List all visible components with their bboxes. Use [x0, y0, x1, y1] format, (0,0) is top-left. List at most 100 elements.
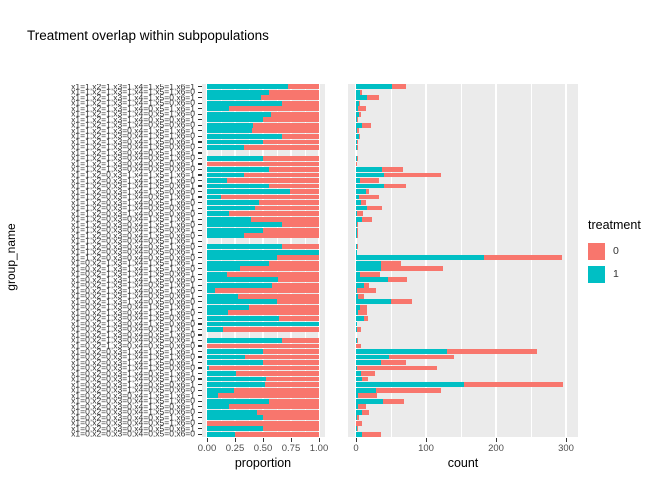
bar-treatment-1 [207, 415, 263, 421]
y-axis-label: x1=0,x2=0,x3=0,x4=0,x5=1,x6=1 [71, 412, 195, 423]
y-axis-label: x1=0,x2=0,x3=1,x4=0,x5=0,x6=0 [71, 384, 195, 395]
y-axis-tick [198, 345, 202, 347]
bar-treatment-0 [356, 420, 363, 426]
x-axis-tick [235, 438, 237, 442]
bar-treatment-1 [356, 409, 362, 415]
bar-treatment-0 [381, 167, 403, 172]
bar-treatment-1 [356, 244, 358, 250]
bar-treatment-1 [356, 133, 359, 139]
bar-treatment-0 [367, 95, 380, 101]
bar-treatment-0 [358, 293, 364, 299]
bar-treatment-0 [381, 266, 443, 272]
bar-treatment-1 [207, 106, 230, 112]
y-axis-label: x1=0,x2=1,x3=0,x4=1,x5=1,x6=1 [71, 301, 195, 312]
bar-treatment-1 [207, 139, 263, 145]
y-axis-label: x1=1,x2=1,x3=0,x4=0,x5=0,x6=0 [71, 163, 195, 174]
y-axis-label: x1=1,x2=1,x3=1,x4=1,x5=0,x6=0 [71, 97, 195, 108]
y-axis-label: x1=0,x2=1,x3=1,x4=0,x5=1,x6=0 [71, 285, 195, 296]
bar-treatment-1 [356, 426, 357, 432]
y-axis-tick [198, 273, 202, 275]
bar-treatment-1 [356, 293, 359, 299]
bar-treatment-0 [276, 255, 319, 261]
x-axis-tick [207, 438, 209, 442]
x-axis-tick-label: 0.50 [253, 443, 273, 454]
bar-treatment-0 [261, 95, 319, 101]
y-axis-label: x1=0,x2=0,x3=0,x4=1,x5=1,x6=1 [71, 390, 195, 401]
y-axis-label: x1=1,x2=1,x3=0,x4=1,x5=0,x6=0 [71, 141, 195, 152]
bar-treatment-1 [207, 393, 219, 399]
y-axis-label: x1=0,x2=1,x3=1,x4=1,x5=1,x6=1 [71, 257, 195, 268]
bar-treatment-1 [356, 376, 363, 382]
y-axis-label: x1=0,x2=1,x3=0,x4=0,x5=0,x6=1 [71, 334, 195, 345]
y-axis-tick [198, 417, 202, 419]
bar-treatment-0 [263, 349, 319, 354]
bar-treatment-0 [362, 431, 382, 437]
bar-treatment-1 [356, 327, 357, 332]
gridline-major [290, 84, 292, 437]
bar-treatment-0 [243, 172, 319, 178]
bar-treatment-1 [356, 194, 359, 200]
y-axis-label: x1=0,x2=1,x3=0,x4=0,x5=1,x6=1 [71, 323, 195, 334]
y-axis-label: x1=1,x2=1,x3=0,x4=1,x5=1,x6=1 [71, 125, 195, 136]
y-axis-label: x1=0,x2=0,x3=0,x4=1,x5=0,x6=0 [71, 406, 195, 417]
bar-treatment-1 [356, 338, 358, 343]
gridline-minor [277, 84, 278, 437]
bar-treatment-1 [356, 100, 359, 106]
bar-treatment-1 [207, 288, 215, 294]
bar-treatment-1 [207, 194, 221, 200]
bar-treatment-0 [236, 371, 319, 376]
y-axis-label: x1=1,x2=0,x3=0,x4=0,x5=0,x6=0 [71, 252, 195, 263]
y-axis-label: x1=1,x2=0,x3=0,x4=0,x5=0,x6=1 [71, 246, 195, 257]
y-axis-tick [198, 334, 202, 336]
bar-treatment-1 [356, 371, 361, 376]
bar-treatment-1 [356, 304, 361, 310]
bar-treatment-1 [207, 349, 264, 354]
bar-treatment-1 [207, 216, 251, 222]
bar-treatment-0 [447, 349, 537, 354]
bar-treatment-0 [356, 117, 358, 123]
y-axis-tick [198, 339, 202, 342]
y-axis-label: x1=1,x2=0,x3=1,x4=0,x5=1,x6=0 [71, 197, 195, 208]
bar-treatment-0 [229, 106, 319, 112]
y-axis-label: x1=1,x2=1,x3=1,x4=1,x5=1,x6=0 [71, 86, 195, 97]
bar-treatment-0 [358, 310, 368, 316]
y-axis-tick [198, 224, 202, 226]
bar-treatment-1 [207, 282, 272, 288]
bar-treatment-1 [356, 156, 357, 161]
y-axis-label: x1=0,x2=0,x3=0,x4=0,x5=0,x6=1 [71, 423, 195, 434]
bar-treatment-1 [207, 156, 263, 161]
bar-treatment-0 [358, 404, 367, 410]
bar-treatment-1 [207, 189, 290, 194]
y-axis-label: x1=1,x2=0,x3=0,x4=1,x5=0,x6=1 [71, 224, 195, 235]
bar-treatment-1 [207, 360, 263, 365]
bar-treatment-0 [360, 178, 380, 183]
bar-treatment-0 [376, 387, 441, 393]
y-axis-tick [198, 108, 202, 110]
bar-treatment-1 [356, 178, 361, 183]
bar-treatment-0 [271, 111, 319, 117]
bar-treatment-1 [207, 398, 269, 404]
bar-treatment-1 [356, 321, 358, 327]
y-axis-label: x1=0,x2=1,x3=1,x4=1,x5=0,x6=0 [71, 274, 195, 285]
y-axis-tick [198, 356, 202, 358]
y-axis-tick [198, 428, 202, 430]
bar-treatment-1 [207, 172, 244, 178]
y-axis-tick [198, 262, 202, 264]
bar-treatment-1 [356, 310, 359, 316]
y-axis-tick [198, 179, 202, 182]
y-axis-label: x1=1,x2=1,x3=0,x4=1,x5=1,x6=0 [71, 130, 195, 141]
bar-treatment-1 [207, 128, 252, 134]
bar-treatment-0 [365, 189, 370, 194]
y-axis-label: x1=1,x2=0,x3=1,x4=0,x5=0,x6=0 [71, 208, 195, 219]
x-axis-tick [566, 438, 568, 442]
y-axis-tick [198, 295, 202, 297]
bar-treatment-1 [356, 277, 389, 283]
bar-treatment-0 [244, 354, 319, 360]
y-axis-label: x1=0,x2=0,x3=0,x4=1,x5=1,x6=0 [71, 395, 195, 406]
bar-treatment-0 [207, 343, 319, 349]
y-axis-tick [198, 201, 202, 204]
bar-treatment-1 [207, 354, 245, 360]
y-axis-label: x1=0,x2=0,x3=1,x4=1,x5=0,x6=0 [71, 362, 195, 373]
bar-treatment-0 [287, 84, 319, 90]
bar-treatment-1 [356, 255, 485, 261]
